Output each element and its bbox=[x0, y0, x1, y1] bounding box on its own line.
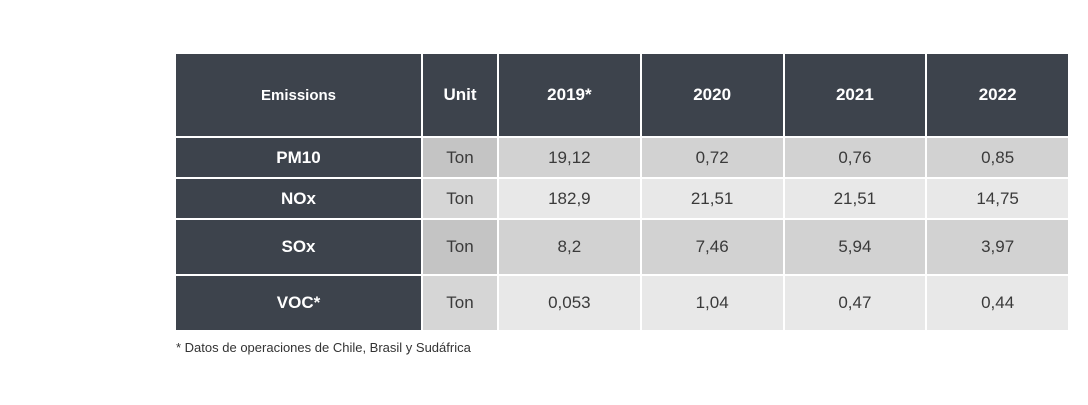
row-label: PM10 bbox=[174, 136, 423, 179]
row-label: SOx bbox=[174, 218, 423, 276]
table-cell: 21,51 bbox=[782, 177, 928, 220]
header-unit: Unit bbox=[421, 52, 499, 138]
table-cell: 0,85 bbox=[925, 136, 1070, 179]
row-label: NOx bbox=[174, 177, 423, 220]
table-cell: 182,9 bbox=[497, 177, 642, 220]
table-cell: 21,51 bbox=[639, 177, 785, 220]
table-cell: 14,75 bbox=[925, 177, 1070, 220]
table-cell: 7,46 bbox=[639, 218, 785, 276]
table-row-pm10: PM10 Ton 19,12 0,72 0,76 0,85 bbox=[174, 136, 1070, 179]
table-cell: 0,76 bbox=[782, 136, 928, 179]
header-year-2020: 2020 bbox=[639, 52, 785, 138]
header-year-2022: 2022 bbox=[925, 52, 1070, 138]
header-year-2021: 2021 bbox=[782, 52, 928, 138]
row-unit: Ton bbox=[421, 177, 499, 220]
table-row-voc: VOC* Ton 0,053 1,04 0,47 0,44 bbox=[174, 274, 1070, 332]
table-cell: 5,94 bbox=[782, 218, 928, 276]
table-row-sox: SOx Ton 8,2 7,46 5,94 3,97 bbox=[174, 218, 1070, 276]
table-cell: 0,053 bbox=[497, 274, 642, 332]
row-unit: Ton bbox=[421, 218, 499, 276]
table-row-nox: NOx Ton 182,9 21,51 21,51 14,75 bbox=[174, 177, 1070, 220]
emissions-table: Emissions Unit 2019* 2020 2021 2022 PM10… bbox=[174, 52, 1070, 332]
header-emissions: Emissions bbox=[174, 52, 423, 138]
table-cell: 19,12 bbox=[497, 136, 642, 179]
row-label: VOC* bbox=[174, 274, 423, 332]
table-cell: 0,44 bbox=[925, 274, 1070, 332]
table-cell: 0,72 bbox=[639, 136, 785, 179]
table-cell: 3,97 bbox=[925, 218, 1070, 276]
header-year-2019: 2019* bbox=[497, 52, 642, 138]
table-cell: 8,2 bbox=[497, 218, 642, 276]
emissions-table-container: Emissions Unit 2019* 2020 2021 2022 PM10… bbox=[174, 52, 1070, 332]
row-unit: Ton bbox=[421, 274, 499, 332]
table-cell: 0,47 bbox=[782, 274, 928, 332]
footnote: * Datos de operaciones de Chile, Brasil … bbox=[176, 340, 471, 355]
table-cell: 1,04 bbox=[639, 274, 785, 332]
table-header-row: Emissions Unit 2019* 2020 2021 2022 bbox=[174, 52, 1070, 138]
row-unit: Ton bbox=[421, 136, 499, 179]
